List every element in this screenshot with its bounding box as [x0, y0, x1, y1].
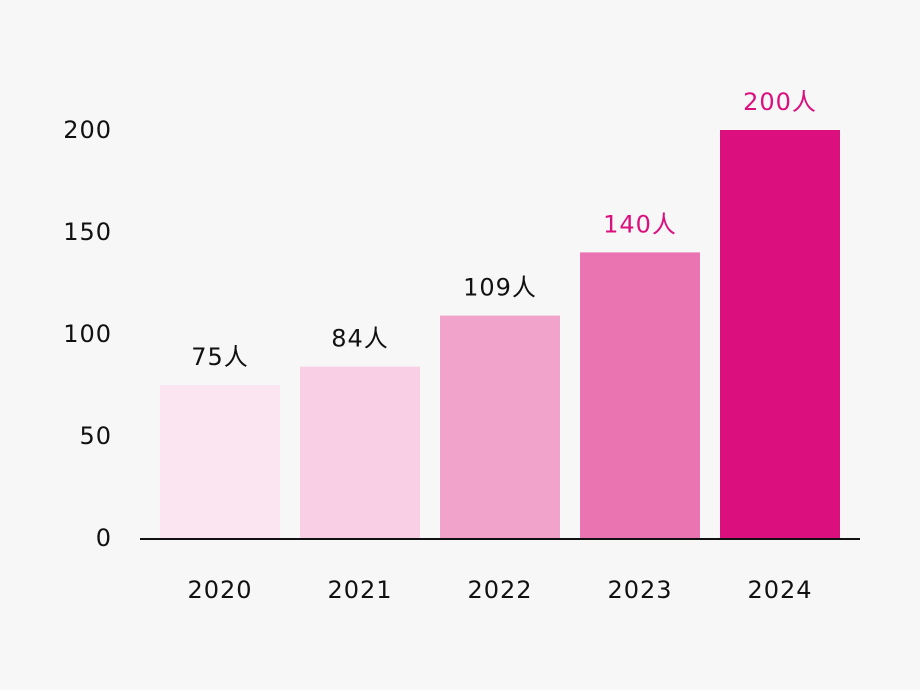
- x-tick-label: 2021: [327, 576, 392, 604]
- x-tick-label: 2024: [747, 576, 812, 604]
- data-label: 109人: [463, 274, 537, 302]
- bar: [300, 366, 420, 538]
- y-tick-label: 50: [79, 422, 112, 450]
- x-tick-label: 2020: [187, 576, 252, 604]
- data-label: 75人: [191, 343, 249, 371]
- y-tick-label: 100: [63, 320, 112, 348]
- bar: [440, 315, 560, 538]
- data-label: 200人: [743, 88, 817, 116]
- data-label: 140人: [603, 210, 677, 238]
- y-tick-label: 150: [63, 218, 112, 246]
- bar: [160, 385, 280, 538]
- data-labels-group: 75人 84人 109人 140人 200人: [191, 88, 817, 371]
- data-label: 84人: [331, 325, 389, 353]
- y-tick-label: 0: [96, 524, 112, 552]
- x-tick-label: 2022: [467, 576, 532, 604]
- x-tick-label: 2023: [607, 576, 672, 604]
- y-axis-ticks: 0 50 100 150 200: [63, 116, 112, 552]
- y-tick-label: 200: [63, 116, 112, 144]
- bar: [720, 130, 840, 538]
- x-axis-categories: 2020 2021 2022 2023 2024: [187, 576, 812, 604]
- bar: [580, 252, 700, 538]
- bars-group: [160, 130, 840, 538]
